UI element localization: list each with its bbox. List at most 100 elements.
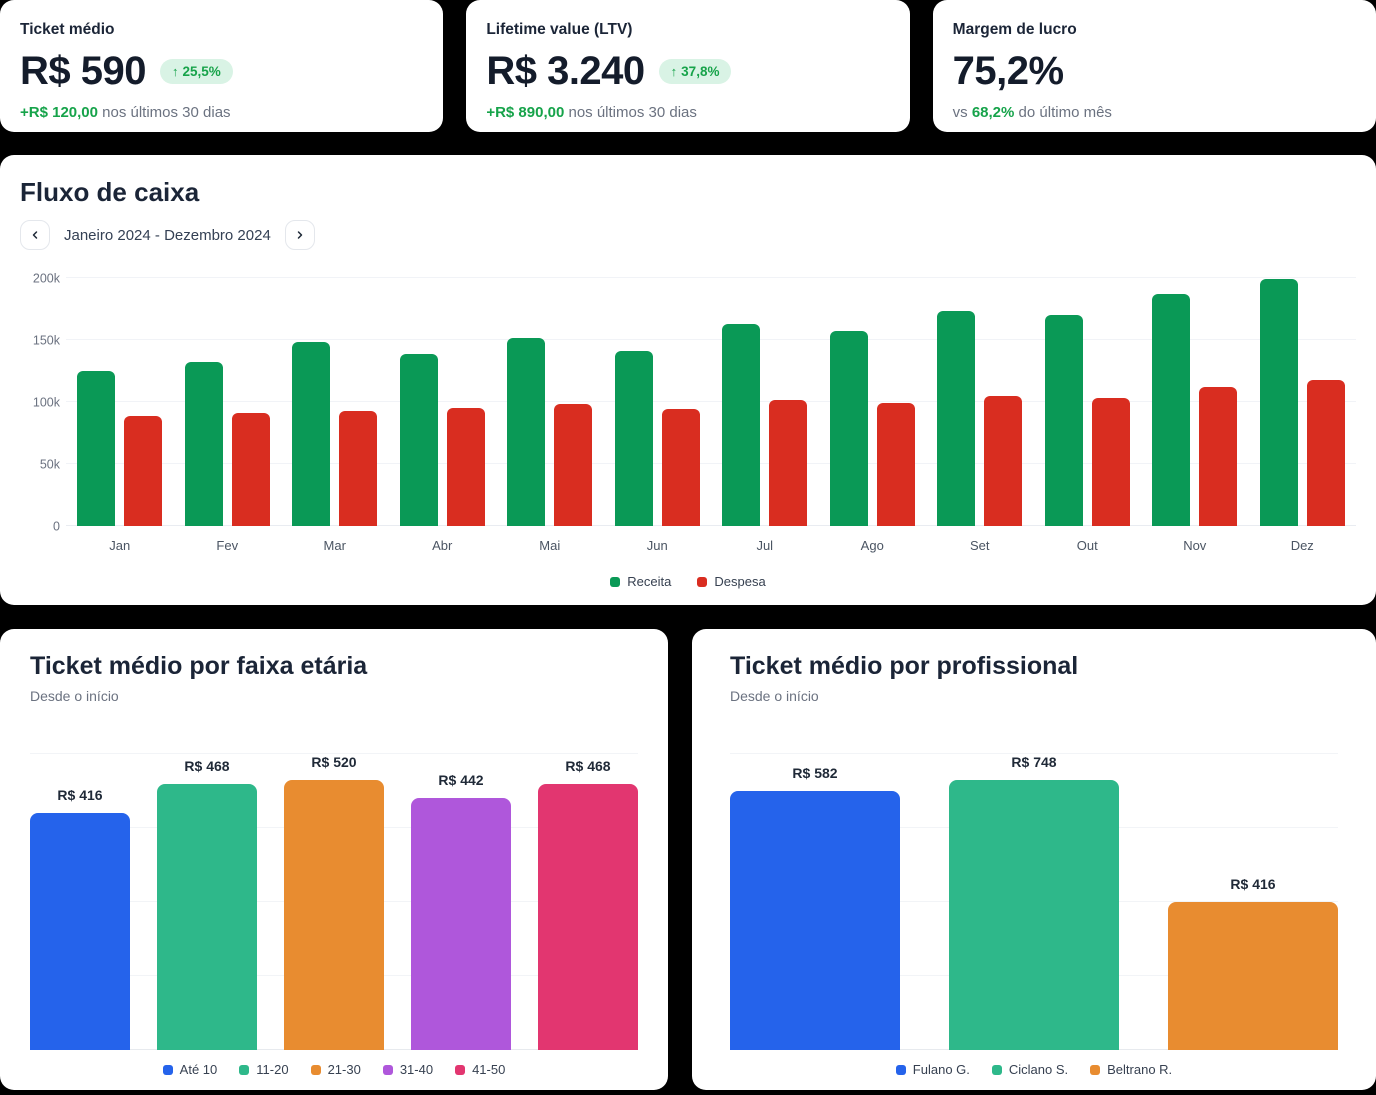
kpi-footnote: +R$ 890,00 nos últimos 30 dias: [486, 104, 889, 121]
bar-despesa[interactable]: [1306, 379, 1345, 526]
bar-column: R$ 582: [730, 754, 900, 1050]
bar-receita[interactable]: [937, 311, 976, 526]
bar-receita[interactable]: [184, 362, 223, 526]
cashflow-legend: Receita Despesa: [20, 574, 1356, 589]
bar-despesa[interactable]: [1199, 387, 1238, 526]
bar-despesa[interactable]: [124, 415, 163, 526]
legend-item: 21-30: [310, 1062, 361, 1077]
legend-label: Beltrano R.: [1107, 1062, 1173, 1077]
bar-value-label: R$ 442: [438, 772, 484, 789]
legend-item: Receita: [610, 574, 671, 589]
bar-receita[interactable]: [614, 351, 653, 526]
bar-despesa[interactable]: [1091, 398, 1130, 526]
bar-receita[interactable]: [1259, 279, 1298, 526]
bar[interactable]: [411, 798, 511, 1050]
legend-item: 31-40: [382, 1062, 434, 1077]
age-chart-subtitle: Desde o início: [30, 688, 119, 704]
kpi-trend-badge: ↑ 25,5%: [159, 58, 233, 84]
kpi-main: R$ 3.240 ↑ 37,8%: [486, 51, 889, 91]
bar-column: R$ 416: [1168, 754, 1338, 1050]
bar-receita[interactable]: [507, 337, 546, 526]
bar-receita[interactable]: [722, 323, 761, 526]
legend-swatch: [455, 1064, 466, 1075]
bar[interactable]: [30, 813, 130, 1050]
x-tick-label: Out: [1076, 538, 1098, 553]
x-tick-label: Jul: [756, 538, 774, 553]
bar-groups: [66, 278, 1356, 526]
legend-item: 41-50: [455, 1062, 505, 1077]
bar-group: [604, 278, 712, 526]
bar-column: R$ 520: [284, 754, 384, 1050]
cashflow-chart: 0 50k 100k 150k 200k Jan Fev Mar Abr Mai Jun Jul Ag…: [20, 272, 1356, 562]
bar-despesa[interactable]: [661, 409, 700, 526]
kpi-delta-text: nos últimos 30 dias: [97, 104, 231, 121]
kpi-compare-text: do último mês: [1014, 104, 1112, 121]
legend-label: 31-40: [399, 1062, 434, 1077]
kpi-delta-text: nos últimos 30 dias: [564, 104, 697, 121]
bar-despesa[interactable]: [876, 403, 915, 526]
professional-chart-legend: Fulano G. Ciclano S. Beltrano R.: [730, 1062, 1338, 1077]
kpi-title: Ticket médio: [20, 21, 115, 38]
bar-receita[interactable]: [292, 342, 331, 526]
bar-receita[interactable]: [1152, 294, 1191, 526]
legend-label: Ciclano S.: [1008, 1062, 1069, 1077]
y-tick-label: 50k: [39, 456, 60, 471]
legend-item: Ciclano S.: [991, 1062, 1069, 1077]
bar-despesa[interactable]: [984, 395, 1023, 526]
legend-label: 21-30: [327, 1062, 361, 1077]
bar-column: R$ 416: [30, 754, 130, 1050]
kpi-main: R$ 590 ↑ 25,5%: [20, 51, 423, 91]
age-chart-title: Ticket médio por faixa etária: [30, 652, 368, 680]
bar-group: [819, 278, 927, 526]
kpi-row: Ticket médio R$ 590 ↑ 25,5% +R$ 120,00 no…: [0, 0, 1376, 132]
period-navigator: Janeiro 2024 - Dezembro 2024: [20, 220, 1356, 250]
next-period-button[interactable]: [284, 220, 315, 250]
x-tick-label: Mar: [323, 538, 346, 553]
bar[interactable]: [284, 780, 384, 1050]
kpi-compare-prefix: vs: [952, 104, 972, 121]
bar-value-label: R$ 416: [1230, 876, 1276, 892]
age-chart-legend: Até 10 11-20 21-30 31-40 41-50: [30, 1062, 638, 1077]
bar[interactable]: [538, 783, 638, 1050]
bar-despesa[interactable]: [769, 399, 808, 526]
bar[interactable]: [949, 780, 1119, 1050]
legend-label: Despesa: [714, 574, 766, 589]
cashflow-title: Fluxo de caixa: [20, 177, 200, 207]
kpi-main: 75,2%: [953, 51, 1356, 91]
y-tick-label: 100k: [32, 394, 60, 409]
bars: R$ 582 R$ 748 R$ 416: [730, 754, 1338, 1050]
professional-chart-title: Ticket médio por profissional: [730, 652, 1079, 680]
x-tick-label: Jun: [646, 538, 668, 553]
cashflow-plot: [66, 277, 1356, 526]
legend-swatch: [382, 1064, 393, 1075]
bar-column: R$ 468: [538, 754, 638, 1050]
bar-group: [174, 278, 282, 526]
y-tick-label: 0: [53, 518, 60, 533]
bar-despesa[interactable]: [339, 410, 378, 526]
bar-value-label: R$ 520: [311, 754, 357, 770]
kpi-card-ltv: Lifetime value (LTV) R$ 3.240 ↑ 37,8% +R$…: [466, 0, 910, 132]
prev-period-button[interactable]: [20, 220, 50, 250]
bar-receita[interactable]: [829, 331, 868, 526]
bar-despesa[interactable]: [554, 404, 593, 526]
bar-value-label: R$ 416: [57, 787, 103, 804]
kpi-title: Margem de lucro: [952, 21, 1077, 38]
bar[interactable]: [1168, 902, 1338, 1050]
legend-swatch: [895, 1064, 906, 1075]
bar[interactable]: [157, 783, 257, 1050]
y-tick-label: 150k: [32, 332, 60, 347]
cashflow-yaxis: 0 50k 100k 150k 200k: [20, 272, 60, 532]
bar-despesa[interactable]: [446, 408, 485, 526]
legend-label: 11-20: [256, 1062, 289, 1077]
bar[interactable]: [730, 791, 900, 1050]
bar-receita[interactable]: [77, 371, 116, 526]
bar-receita[interactable]: [399, 353, 438, 526]
x-tick-label: Nov: [1183, 538, 1207, 553]
bar-despesa[interactable]: [231, 413, 270, 526]
x-tick-label: Abr: [432, 538, 453, 553]
bars: R$ 416 R$ 468 R$ 520 R$ 442 R$ 468: [30, 754, 638, 1050]
kpi-title: Lifetime value (LTV): [486, 21, 633, 38]
bar-value-label: R$ 468: [184, 757, 230, 774]
bar-receita[interactable]: [1044, 315, 1083, 526]
